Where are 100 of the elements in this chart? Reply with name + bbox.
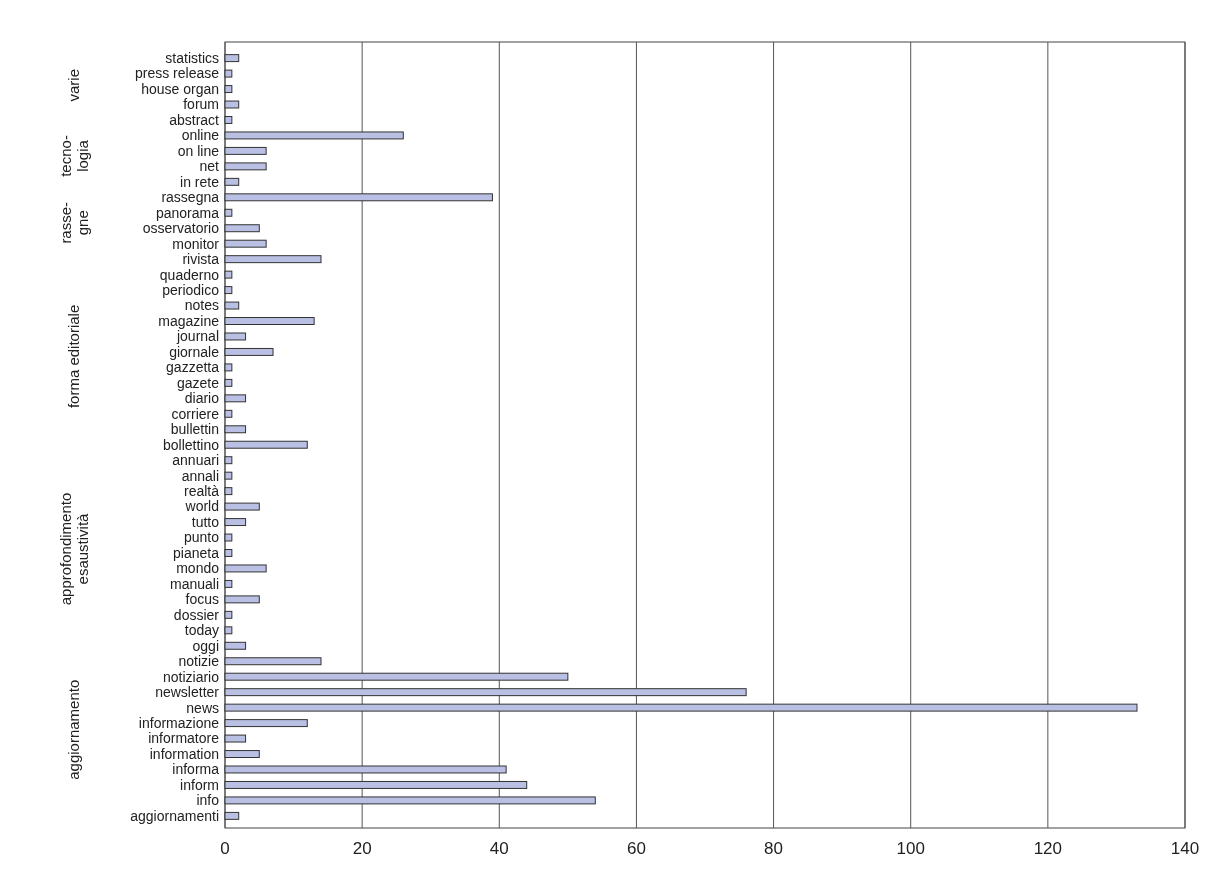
bar: [224, 518, 247, 527]
bar: [224, 301, 240, 310]
bar: [224, 317, 315, 325]
bar: [224, 54, 240, 63]
y-tick-label: annali: [181, 467, 219, 484]
y-tick-label: oggi: [192, 637, 219, 654]
text: approfondimento esaustività: [57, 492, 91, 606]
bar: [224, 719, 308, 728]
y-tick-label: statistics: [165, 50, 219, 67]
bar: [224, 610, 233, 619]
bar: [224, 347, 274, 356]
y-tick-label: informazione: [138, 714, 220, 731]
y-tick-label: news: [186, 699, 219, 716]
y-tick-label: notizie: [178, 653, 220, 670]
bar: [224, 533, 233, 542]
bar: [224, 595, 260, 604]
y-tick-label: house organ: [141, 80, 219, 97]
bar: [224, 255, 322, 264]
text: rasse- gne: [57, 201, 91, 244]
y-tick-label: net: [199, 158, 220, 175]
bar: [224, 641, 247, 650]
bar: [224, 146, 267, 155]
bar: [224, 502, 260, 511]
y-tick-label: on line: [177, 142, 220, 159]
x-tick-label: 140: [1170, 839, 1200, 858]
y-tick-label: forum: [183, 96, 219, 113]
bar: [224, 116, 233, 124]
bar: [224, 549, 233, 557]
y-tick-label: info: [196, 792, 220, 809]
bar: [224, 363, 233, 372]
bar: [224, 688, 747, 697]
y-tick-label: manuali: [169, 575, 219, 592]
bar: [224, 85, 233, 94]
bar: [224, 456, 233, 465]
x-tick-label: 80: [764, 839, 784, 858]
bar: [224, 100, 240, 109]
y-tick-label: abstract: [169, 111, 220, 128]
y-tick-label: giornale: [169, 343, 220, 360]
bar: [224, 703, 1138, 712]
y-tick-label: press release: [134, 65, 220, 82]
text: aggiornamento: [65, 679, 83, 780]
bar: [224, 796, 596, 805]
x-tick-label: 20: [352, 839, 372, 858]
bar: [224, 750, 260, 758]
bar: [224, 425, 247, 434]
y-tick-label: tutto: [191, 513, 220, 530]
text: tecno- logia: [57, 135, 91, 177]
x-tick-label: 40: [489, 839, 509, 858]
y-tick-label: information: [149, 745, 219, 762]
y-tick-label: notiziario: [162, 668, 220, 685]
y-tick-label: online: [181, 127, 220, 144]
y-tick-label: gazete: [176, 374, 220, 391]
x-tick-label: 60: [626, 839, 646, 858]
x-tick-label: 100: [896, 839, 925, 858]
y-tick-label: informa: [172, 761, 220, 778]
y-tick-label: corriere: [171, 405, 220, 422]
bar: [224, 780, 528, 789]
bar: [224, 177, 240, 186]
text: varie: [65, 68, 83, 102]
y-tick-label: rivista: [182, 251, 220, 268]
bar: [224, 239, 267, 248]
y-tick-label: rassegna: [161, 189, 220, 206]
bar: [224, 394, 247, 403]
y-tick-label: punto: [183, 529, 220, 546]
bar: [224, 626, 233, 635]
y-tick-label: dossier: [173, 606, 220, 623]
y-tick-label: pianeta: [173, 544, 220, 561]
bar: [224, 579, 233, 588]
bar: [224, 131, 404, 140]
y-tick-label: informatore: [148, 730, 220, 747]
y-tick-label: today: [184, 622, 219, 639]
bar: [224, 69, 233, 78]
y-tick-label: bullettin: [170, 421, 219, 438]
y-tick-label: diario: [184, 390, 220, 407]
bar: [224, 811, 240, 820]
y-tick-label: monitor: [172, 235, 220, 252]
y-tick-label: annuari: [172, 452, 219, 469]
y-tick-label: newsletter: [155, 684, 220, 701]
y-tick-label: mondo: [176, 560, 220, 577]
bar: [224, 765, 507, 774]
bar: [224, 471, 233, 480]
bar: [224, 672, 569, 681]
y-tick-label: world: [184, 498, 219, 515]
bar: [224, 332, 247, 341]
bar: [224, 270, 233, 279]
bar: [224, 224, 260, 233]
bar: [224, 162, 267, 171]
x-tick-label: 0: [220, 839, 230, 858]
bar: [224, 409, 233, 418]
bar: [224, 208, 233, 217]
bar: [224, 564, 267, 573]
y-tick-label: notes: [184, 297, 219, 314]
y-tick-label: bollettino: [162, 436, 220, 453]
y-tick-label: aggiornamenti: [130, 807, 219, 824]
x-tick-label: 120: [1033, 839, 1063, 858]
y-tick-label: gazzetta: [166, 359, 220, 376]
bar: [224, 440, 308, 449]
y-tick-label: magazine: [158, 312, 220, 329]
y-tick-label: journal: [175, 328, 219, 345]
y-tick-label: in rete: [180, 173, 220, 190]
